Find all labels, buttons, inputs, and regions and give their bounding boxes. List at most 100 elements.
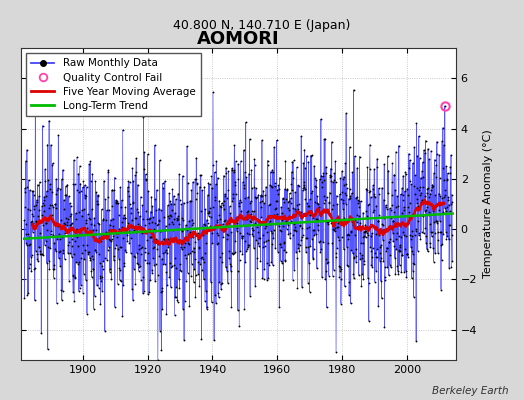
Point: [241, 195, 249, 201]
Point: [258, 232, 267, 238]
Point: [431, 230, 439, 236]
Point: [132, 229, 140, 235]
Point: [409, 294, 418, 300]
Point: [82, 184, 91, 190]
Point: [308, 152, 316, 158]
Point: [194, 258, 203, 265]
Point: [199, 232, 207, 238]
Point: [195, 184, 204, 190]
Point: [152, 236, 160, 242]
Point: [141, 176, 150, 182]
Point: [45, 266, 53, 273]
Point: [97, 263, 106, 270]
Point: [288, 175, 297, 182]
Point: [44, 244, 52, 250]
Point: [299, 232, 307, 238]
Point: [257, 214, 265, 220]
Point: [162, 268, 170, 275]
Point: [362, 234, 370, 240]
Point: [433, 220, 441, 226]
Point: [70, 251, 78, 258]
Point: [125, 228, 133, 235]
Point: [124, 178, 133, 184]
Point: [114, 211, 123, 218]
Point: [410, 144, 419, 150]
Point: [77, 188, 85, 194]
Point: [248, 227, 257, 234]
Point: [129, 297, 137, 304]
Point: [341, 160, 350, 166]
Point: [249, 233, 257, 239]
Point: [85, 215, 93, 221]
Point: [289, 157, 298, 164]
Point: [374, 218, 382, 224]
Point: [306, 243, 314, 249]
Point: [134, 221, 143, 228]
Point: [64, 250, 72, 256]
Point: [435, 175, 444, 181]
Point: [128, 165, 137, 171]
Point: [387, 202, 396, 208]
Point: [340, 246, 348, 253]
Point: [40, 202, 49, 208]
Point: [178, 228, 186, 234]
Point: [338, 188, 346, 195]
Point: [96, 275, 104, 282]
Point: [141, 245, 149, 251]
Point: [185, 217, 193, 224]
Point: [292, 228, 300, 234]
Point: [93, 282, 101, 289]
Point: [89, 266, 97, 272]
Point: [27, 218, 36, 224]
Point: [280, 186, 289, 192]
Point: [340, 214, 348, 221]
Point: [161, 178, 169, 184]
Point: [221, 216, 230, 223]
Point: [334, 215, 343, 221]
Point: [321, 197, 329, 204]
Point: [93, 198, 101, 204]
Point: [373, 164, 381, 170]
Point: [425, 240, 434, 246]
Point: [281, 249, 290, 255]
Point: [411, 191, 420, 198]
Point: [320, 200, 328, 206]
Point: [47, 228, 56, 234]
Point: [123, 184, 132, 190]
Point: [380, 215, 388, 222]
Point: [28, 211, 36, 217]
Point: [71, 275, 79, 282]
Point: [161, 248, 169, 255]
Point: [144, 291, 152, 298]
Point: [204, 210, 212, 217]
Point: [370, 278, 379, 285]
Point: [318, 184, 326, 190]
Point: [249, 208, 258, 214]
Point: [239, 178, 247, 185]
Point: [331, 179, 340, 186]
Point: [433, 218, 442, 224]
Point: [91, 226, 100, 233]
Point: [123, 237, 132, 244]
Point: [287, 181, 296, 187]
Point: [334, 220, 342, 227]
Point: [287, 195, 295, 202]
Point: [68, 236, 77, 243]
Point: [195, 283, 204, 289]
Point: [200, 259, 208, 265]
Point: [237, 235, 246, 241]
Point: [126, 222, 135, 229]
Point: [213, 240, 221, 247]
Point: [201, 206, 210, 212]
Point: [177, 241, 185, 248]
Point: [429, 208, 437, 214]
Point: [332, 192, 341, 199]
Point: [83, 242, 91, 248]
Point: [233, 228, 241, 234]
Point: [143, 237, 151, 244]
Point: [29, 188, 38, 194]
Point: [366, 142, 374, 148]
Point: [58, 234, 66, 240]
Point: [207, 214, 215, 220]
Point: [248, 185, 256, 191]
